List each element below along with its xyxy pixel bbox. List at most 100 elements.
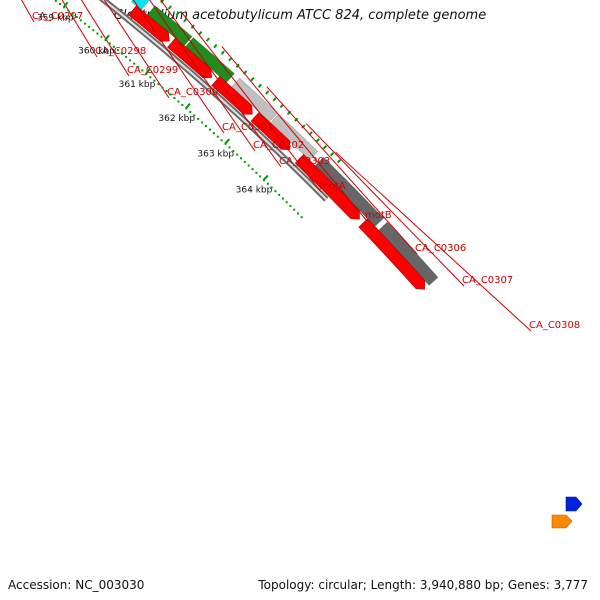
axis-dot [259, 175, 262, 178]
axis-dot [92, 29, 95, 32]
label-leader-line [266, 86, 418, 255]
tick-mark [167, 5, 172, 10]
axis-dot [208, 128, 211, 131]
axis-dot [63, 6, 66, 9]
tick-mark [220, 50, 225, 55]
axis-dot [228, 146, 231, 149]
axis-dot [84, 22, 87, 25]
tick-mark [213, 43, 218, 49]
cds-arrow [250, 111, 291, 150]
label-leader-line [160, 0, 282, 168]
axis-dot [104, 39, 107, 42]
axis-dot [193, 114, 196, 117]
axis-dot [137, 66, 140, 69]
tick-mark [336, 159, 342, 164]
gene-block [130, 0, 150, 11]
label-leader-line [132, 0, 225, 134]
axis-label: 361 kbp [119, 80, 156, 90]
axis-major-tick [224, 138, 231, 145]
tick-mark [272, 97, 277, 102]
gene-block [551, 514, 573, 529]
tick-mark [198, 30, 203, 36]
axis-dot [247, 164, 250, 167]
axis-dot [300, 216, 303, 219]
axis-dot [173, 96, 176, 99]
axis-dot [75, 16, 78, 19]
topology-label: Topology: circular; Length: 3,940,880 bp… [258, 578, 588, 592]
axis-dot [201, 121, 204, 124]
gene-features [130, 0, 583, 529]
axis-label: 364 kbp [236, 185, 273, 195]
gene-label: CA_C0298 [95, 46, 146, 57]
axis-label: 360 kbp [78, 46, 115, 56]
label-leader-line [149, 0, 256, 152]
axis-dot [157, 83, 160, 86]
label-leader-line [335, 151, 532, 332]
label-leader-line [103, 0, 170, 99]
axis-dot [289, 204, 292, 207]
axis-dot [220, 139, 223, 142]
axis-dot [236, 153, 239, 156]
cds-arrows [128, 5, 426, 290]
tick-mark [265, 90, 270, 95]
axis-dot [232, 150, 235, 153]
gene-label: CA_C0299 [127, 65, 178, 76]
tick-mark [329, 152, 335, 157]
tick-mark [205, 37, 210, 42]
label-leader-line [180, 11, 322, 193]
axis-label: 359 kbp [37, 14, 74, 24]
axis-major-tick [185, 102, 191, 109]
axis-dot [296, 212, 299, 215]
gene-label: CA_C0300 [167, 87, 218, 98]
gene-label: CA_C0301 [222, 122, 273, 133]
axis-dot [224, 142, 227, 145]
axis-dot [145, 72, 148, 75]
axis-dot [149, 76, 152, 79]
axis-dot [165, 90, 168, 93]
axis-dot [67, 9, 70, 12]
axis-major-tick [145, 68, 151, 75]
axis-dot [54, 0, 57, 2]
axis-dot [189, 110, 192, 113]
label-leader-line [305, 123, 465, 287]
axis-dot [79, 19, 82, 22]
axis-major-tick [262, 174, 269, 181]
axis-dot [263, 179, 266, 182]
cds-arrow [211, 76, 253, 115]
gene-label: CA_C0302 [253, 140, 304, 151]
axis-dot [270, 186, 273, 189]
axis-major-tick [104, 34, 110, 41]
axis-dot [216, 135, 219, 138]
axis-label: 362 kbp [158, 114, 195, 124]
axis-dot [96, 32, 99, 35]
tick-mark [160, 0, 165, 4]
axis-dot [255, 171, 258, 174]
tick-mark [175, 11, 180, 17]
label-leader-line [221, 46, 368, 222]
axis-dot [59, 3, 62, 6]
axis-dot [181, 103, 184, 106]
tick-mark [322, 145, 328, 150]
axis-dot [112, 45, 115, 48]
gene-label: CA_C0297 [32, 11, 83, 22]
axis-dot [243, 160, 246, 163]
gene-label: motA [319, 181, 346, 192]
axis-dot [205, 125, 208, 128]
tick-mark [301, 124, 306, 129]
label-leader-line [61, 0, 98, 58]
axis-dot [281, 197, 284, 200]
axis-dot [266, 182, 269, 185]
axis-dot [129, 59, 132, 62]
axis-dot [133, 62, 136, 65]
tick-mark [250, 76, 255, 82]
accession-label: Accession: NC_003030 [8, 578, 145, 592]
axis-dot [212, 132, 215, 135]
gene-label: CA_C0307 [462, 275, 513, 286]
axis-dot [120, 52, 123, 55]
gene-label: CA_C0303 [279, 156, 330, 167]
cds-arrow [294, 154, 360, 220]
label-leader-line [80, 0, 130, 77]
axis-dot [153, 79, 156, 82]
